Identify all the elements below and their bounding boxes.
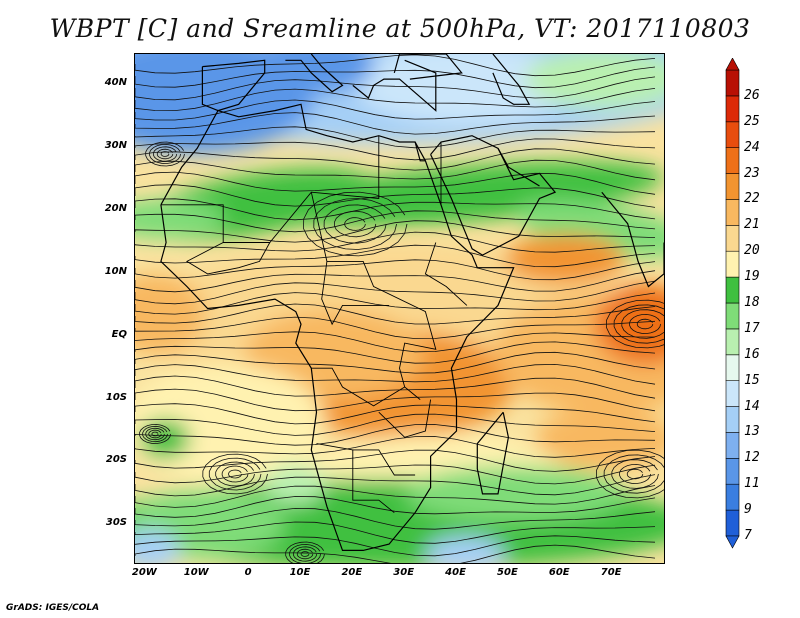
- colorbar-swatch: [725, 302, 740, 330]
- colorbar-swatch: [725, 225, 740, 252]
- colorbar-swatch: [725, 354, 740, 381]
- lon-tick-label: 50E: [497, 567, 518, 578]
- lon-tick-label: 0: [244, 567, 252, 578]
- lat-tick-label: 10N: [104, 265, 127, 277]
- colorbar-level-label: 23: [744, 165, 760, 181]
- lat-tick-label: 10S: [105, 391, 127, 403]
- colorbar-level-label: 16: [744, 346, 760, 362]
- colorbar-level-label: 24: [744, 139, 760, 155]
- colorbar-level-label: 15: [744, 372, 760, 388]
- colorbar-level-label: 21: [744, 217, 760, 233]
- colorbar-level-label: 26: [744, 87, 760, 103]
- country-borders: [160, 54, 664, 551]
- streamlines: [135, 54, 664, 563]
- colorbar: [725, 58, 740, 549]
- colorbar-swatch: [725, 147, 740, 174]
- colorbar-swatch: [725, 483, 740, 511]
- colorbar-level-label: 17: [744, 320, 760, 336]
- colorbar-level-label: 20: [744, 243, 760, 259]
- colorbar-level-label: 9: [744, 502, 752, 518]
- map-panel[interactable]: [134, 53, 665, 564]
- colorbar-level-label: 11: [744, 476, 760, 492]
- colorbar-swatch: [725, 199, 740, 226]
- colorbar-level-label: 7: [744, 528, 752, 543]
- colorbar-swatch: [725, 173, 740, 200]
- colorbar-swatch: [725, 121, 740, 148]
- colorbar-level-label: 22: [744, 191, 760, 207]
- footer-credit: GrADS: IGES/COLA: [6, 603, 100, 613]
- lon-tick-label: 40E: [445, 567, 466, 578]
- colorbar-level-label: 19: [744, 269, 760, 285]
- colorbar-level-label: 13: [744, 424, 760, 440]
- chart-title: WBPT [C] and Sreamline at 500hPa, VT: 20…: [49, 14, 751, 43]
- lon-tick-label: 20E: [341, 567, 363, 578]
- colorbar-swatch: [725, 95, 740, 123]
- colorbar-min-arrow: [725, 535, 740, 549]
- colorbar-swatch: [725, 406, 740, 433]
- lon-tick-label: 10W: [183, 567, 209, 578]
- lat-tick-label: 20N: [104, 203, 127, 215]
- colorbar-level-label: 12: [744, 450, 760, 466]
- lat-tick-label: 30N: [104, 140, 127, 152]
- wbpt-field: [135, 54, 664, 563]
- lat-tick-label: 20S: [105, 454, 127, 466]
- lon-tick-label: 30E: [393, 567, 415, 578]
- colorbar-swatch: [725, 276, 740, 304]
- lon-tick-label: 60E: [548, 567, 570, 578]
- colorbar-swatch: [725, 432, 740, 459]
- colorbar-level-label: 14: [744, 398, 760, 414]
- colorbar-swatch: [725, 250, 740, 278]
- lon-tick-label: 10E: [289, 567, 311, 578]
- colorbar-level-label: 18: [744, 295, 760, 310]
- colorbar-swatch: [725, 69, 740, 97]
- colorbar-swatch: [725, 328, 740, 356]
- colorbar-swatch: [725, 509, 740, 537]
- colorbar-swatch: [725, 380, 740, 407]
- lon-tick-label: 20W: [131, 567, 157, 578]
- colorbar-swatch: [725, 457, 740, 485]
- lat-tick-label: EQ: [111, 328, 127, 340]
- lat-tick-label: 40N: [104, 77, 127, 89]
- colorbar-max-arrow: [725, 58, 740, 71]
- colorbar-level-label: 25: [744, 113, 760, 129]
- lat-tick-label: 30S: [105, 517, 127, 529]
- lon-tick-label: 70E: [600, 567, 622, 578]
